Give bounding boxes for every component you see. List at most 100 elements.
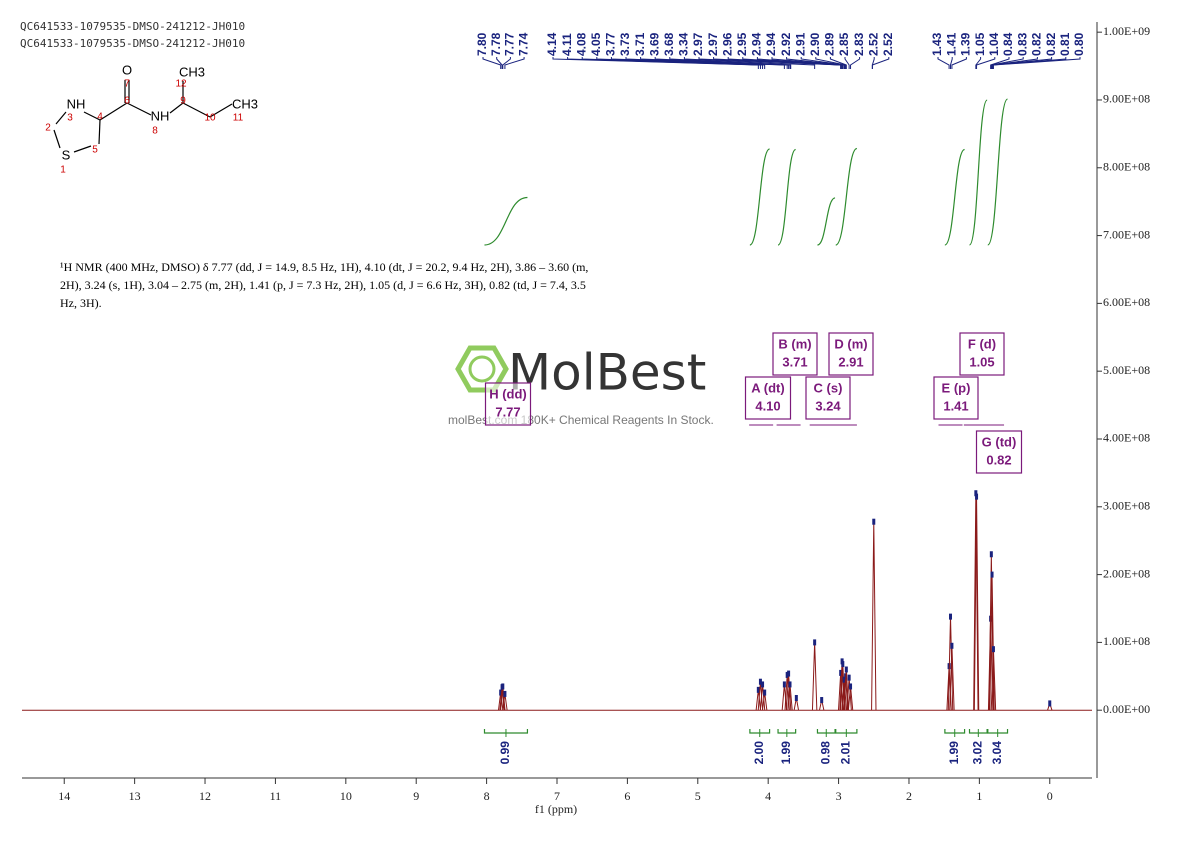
- peak-marker: [975, 493, 979, 500]
- peak-marker: [989, 551, 993, 558]
- x-axis-label: f1 (ppm): [535, 802, 577, 816]
- peak-label: 4.08: [574, 32, 588, 56]
- peak-marker: [756, 686, 760, 693]
- multiplet-box: [484, 382, 532, 426]
- peak-label: 0.82: [1044, 32, 1058, 56]
- atom-number: 2: [45, 123, 51, 134]
- x-tick-label: 5: [695, 789, 701, 803]
- peak-label: 3.34: [677, 32, 691, 56]
- peak-marker: [990, 571, 994, 578]
- peak-marker: [839, 669, 843, 676]
- peak-label: 0.84: [1001, 32, 1015, 56]
- integral-label: 0.99: [498, 741, 512, 765]
- peak-label: 2.52: [866, 32, 880, 56]
- multiplet-shift: 1.41: [943, 398, 968, 413]
- peak-label: 7.74: [516, 32, 530, 56]
- peak: [871, 521, 877, 711]
- y2-tick-label: 9.00E+08: [1103, 92, 1150, 106]
- peak-label: 4.14: [545, 32, 559, 56]
- peak-marker: [788, 681, 792, 688]
- peak-label: 0.80: [1072, 32, 1086, 56]
- multiplet-label: H (dd): [489, 386, 527, 401]
- integral-curve: [817, 197, 836, 246]
- structure-bonds: [53, 80, 233, 153]
- x-tick-label: 9: [413, 789, 419, 803]
- peak-label: 1.05: [973, 32, 987, 56]
- nmr-description: ¹H NMR (400 MHz, DMSO) δ 7.77 (dd, J = 1…: [60, 260, 589, 310]
- multiplet-box: [975, 430, 1023, 474]
- peak-label: 4.11: [560, 33, 574, 56]
- peak-marker: [991, 646, 995, 653]
- peak-label: 2.97: [706, 32, 720, 56]
- peak-label: 2.95: [735, 32, 749, 56]
- atom-number: 5: [92, 145, 98, 156]
- peak-marker: [501, 683, 505, 690]
- peak-connector: [482, 57, 502, 69]
- peak-marker: [950, 642, 954, 649]
- peak-label: 2.85: [837, 32, 851, 56]
- peak-label: 1.41: [944, 32, 958, 56]
- peak-connector: [815, 57, 847, 69]
- peak-marker: [503, 690, 507, 697]
- multiplet-label: D (m): [834, 336, 867, 351]
- integral-label: 3.04: [990, 741, 1004, 765]
- integral-label: 3.02: [970, 741, 984, 765]
- multiplet-label: F (d): [968, 336, 996, 351]
- y2-tick-label: 0.00E+00: [1103, 702, 1150, 716]
- integral-label: 2.00: [752, 741, 766, 765]
- peak-label: 7.78: [489, 32, 503, 56]
- y2-tick-label: 4.00E+08: [1103, 431, 1150, 445]
- x-tick-label: 11: [270, 789, 282, 803]
- peak-marker: [841, 661, 845, 668]
- x-tick-label: 13: [129, 789, 141, 803]
- peak-marker: [787, 670, 791, 677]
- multiplet-label: E (p): [942, 380, 971, 395]
- x-tick-label: 1: [976, 789, 982, 803]
- integral-curve: [987, 98, 1009, 246]
- sample-id: QC641533-1079535-DMSO-241212-JH010: [20, 37, 245, 50]
- peak-marker: [758, 678, 762, 685]
- peak-connector: [800, 57, 846, 69]
- multiplet-box: [933, 376, 979, 420]
- peak-label: 0.83: [1015, 32, 1029, 56]
- integral-curve: [484, 196, 528, 246]
- multiplet-shift: 4.10: [755, 398, 780, 413]
- integral-label: 0.98: [818, 741, 832, 765]
- y2-tick-label: 6.00E+08: [1103, 295, 1150, 309]
- peak-connector: [496, 57, 503, 69]
- peak-connector: [871, 57, 890, 69]
- multiplet-box: [772, 332, 818, 376]
- peak-connector: [976, 57, 996, 69]
- atom-number: 8: [152, 126, 158, 137]
- y2-tick-label: 8.00E+08: [1103, 160, 1150, 174]
- atom-label: NH: [67, 96, 86, 111]
- peak-marker: [761, 681, 765, 688]
- peak-connector: [991, 57, 1053, 69]
- atom-label: CH3: [232, 96, 258, 111]
- peak-connector: [975, 57, 982, 69]
- x-tick-label: 10: [340, 789, 352, 803]
- x-tick-label: 14: [58, 789, 70, 803]
- peak-label: 0.81: [1058, 32, 1072, 56]
- multiplet-box: [959, 332, 1005, 376]
- multiplet-label: C (s): [814, 380, 843, 395]
- peak-label: 2.90: [808, 32, 822, 56]
- watermark-brand: MolBest: [508, 344, 706, 402]
- peak-marker: [949, 613, 953, 620]
- atom-number: 11: [233, 113, 244, 124]
- multiplet-label: A (dt): [751, 380, 784, 395]
- peak-marker: [842, 676, 846, 683]
- multiplet-shift: 2.91: [838, 354, 863, 369]
- peak-connector: [990, 57, 1024, 69]
- peak-connector: [937, 57, 950, 69]
- peak-marker: [763, 689, 767, 696]
- multiplet-box: [805, 376, 851, 420]
- peak-label: 2.97: [691, 32, 705, 56]
- y2-tick-label: 7.00E+08: [1103, 227, 1150, 241]
- peak-connector: [742, 57, 843, 69]
- x-tick-label: 6: [624, 789, 630, 803]
- y2-tick-label: 5.00E+08: [1103, 363, 1150, 377]
- peak-connector: [683, 57, 816, 69]
